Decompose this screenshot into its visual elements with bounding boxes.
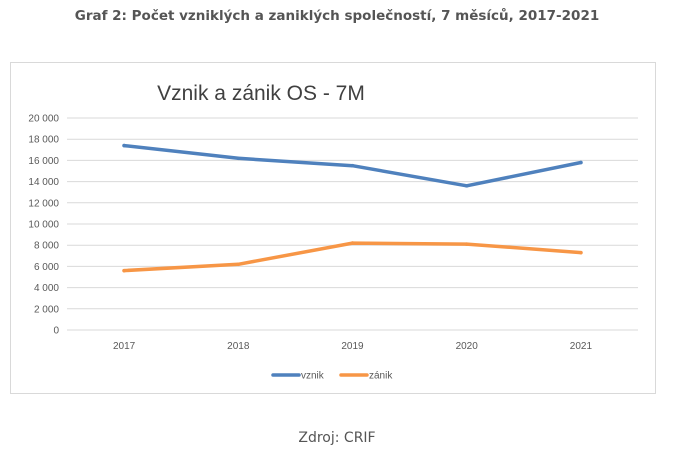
legend-label-zánik: zánik (369, 371, 393, 382)
y-axis-ticks: 0 2 000 4 000 6 000 8 000 10 000 12 000 14 000 1… (28, 114, 59, 337)
data-point-vznik (236, 156, 241, 161)
x-tick-label: 2019 (341, 341, 364, 352)
x-tick-label: 2021 (570, 341, 593, 352)
series-lines (122, 143, 583, 273)
source-note: Zdroj: CRIF (298, 430, 376, 446)
x-tick-label: 2017 (113, 341, 136, 352)
legend-label-vznik: vznik (301, 371, 325, 382)
y-tick-label: 18 000 (28, 135, 59, 146)
y-tick-label: 10 000 (28, 220, 59, 231)
chart-title: Vznik a zánik OS - 7M (157, 82, 365, 105)
data-point-vznik (464, 184, 469, 188)
gridlines (67, 117, 638, 331)
x-tick-label: 2018 (227, 341, 250, 352)
data-point-zánik (579, 250, 583, 255)
x-tick-label: 2020 (456, 341, 479, 352)
y-tick-label: 8 000 (34, 241, 59, 252)
y-tick-label: 16 000 (28, 156, 59, 167)
y-tick-label: 12 000 (28, 198, 59, 209)
data-point-zánik (122, 268, 126, 273)
legend: vznik zánik (271, 371, 393, 382)
data-point-zánik (236, 262, 241, 267)
page-heading: Graf 2: Počet vzniklých a zaniklých spol… (74, 8, 600, 24)
y-tick-label: 14 000 (28, 177, 59, 188)
y-tick-label: 20 000 (28, 114, 59, 125)
data-point-vznik (122, 143, 126, 148)
data-point-vznik (350, 163, 355, 168)
chart-frame: Vznik a zánik OS - 7M 0 2 000 4 000 6 000 8 … (10, 62, 656, 394)
data-point-zánik (350, 241, 355, 245)
data-point-zánik (464, 242, 469, 246)
x-axis-ticks: 2017 2018 2019 2020 2021 (113, 341, 592, 352)
y-tick-label: 0 (53, 326, 59, 337)
data-point-vznik (579, 160, 583, 165)
line-chart: Vznik a zánik OS - 7M 0 2 000 4 000 6 000 8 … (28, 82, 638, 382)
y-tick-label: 6 000 (34, 262, 59, 273)
y-tick-label: 4 000 (34, 283, 59, 294)
y-tick-label: 2 000 (34, 304, 59, 315)
